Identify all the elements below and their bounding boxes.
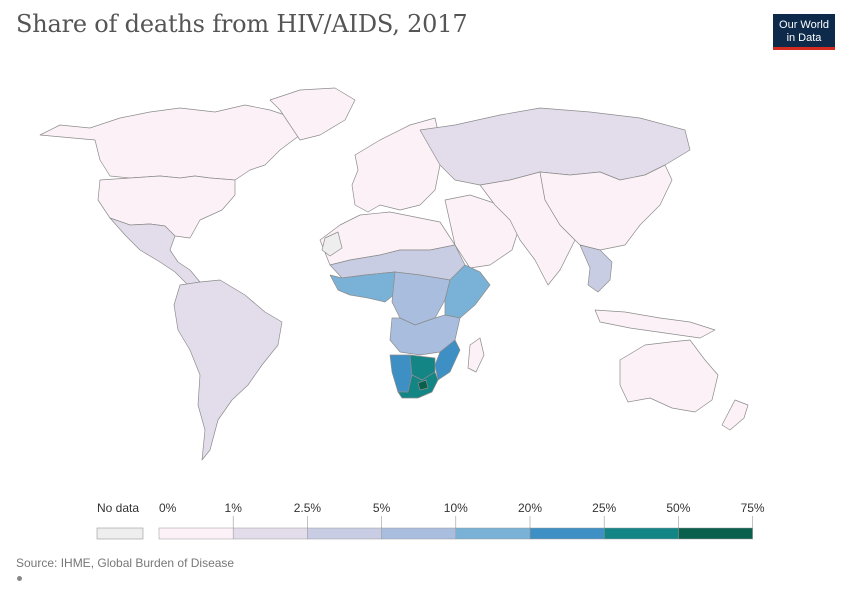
legend-tick-label: 25% [592,501,616,515]
legend-tick-label: 10% [444,501,468,515]
region-lesotho[interactable] [417,379,429,391]
legend-bin-0[interactable] [158,527,234,540]
legend-bin-6[interactable] [603,527,679,540]
legend-tick-label: 20% [518,501,542,515]
region-europe[interactable] [351,117,441,213]
world-map [39,87,749,461]
owid-logo[interactable]: Our World in Data [773,14,835,50]
region-east-africa[interactable] [444,264,491,319]
chart-title: Share of deaths from HIV/AIDS, 2017 [16,10,468,38]
region-indonesia[interactable] [594,309,716,339]
source-note: Source: IHME, Global Burden of Disease [16,556,235,570]
region-south-africa[interactable] [397,371,439,399]
legend-bin-2[interactable] [307,527,382,540]
legend-bin-3[interactable] [381,527,457,540]
region-tanzania-zambia[interactable] [389,314,461,356]
region-southeast-asia[interactable] [579,244,613,293]
legend-tick-label: 75% [741,501,765,515]
logo-line-1: Our World [779,19,829,31]
legend-bin-7[interactable] [678,527,753,540]
region-greenland[interactable] [269,87,356,141]
region-canada[interactable] [39,104,301,181]
legend-bin-4[interactable] [455,527,531,540]
logo-line-2: in Data [786,32,822,44]
region-middle-east[interactable] [444,194,521,269]
legend-bin-1[interactable] [232,527,308,540]
legend-tick-label: 50% [666,501,690,515]
legend-tick-label: 5% [373,501,391,515]
region-australia[interactable] [619,339,719,413]
bullet-dot [17,576,22,581]
region-namibia[interactable] [389,354,413,393]
region-south-america[interactable] [173,279,283,461]
region-new-zealand[interactable] [721,399,749,431]
legend-tick-label: 2.5% [294,501,322,515]
legend-tick-label: 1% [225,501,243,515]
map-legend: No data 0% 1% 2.5% 5% 10% 20% 25% 50% 75% [96,501,765,540]
legend-no-data-swatch [96,527,144,540]
region-east-asia[interactable] [539,164,673,251]
legend-tick-label: 0% [159,501,177,515]
region-mexico[interactable] [109,217,201,286]
region-western-sahara[interactable] [321,231,343,257]
region-madagascar[interactable] [467,337,485,373]
legend-no-data-label: No data [97,501,139,515]
legend-bin-5[interactable] [529,527,605,540]
